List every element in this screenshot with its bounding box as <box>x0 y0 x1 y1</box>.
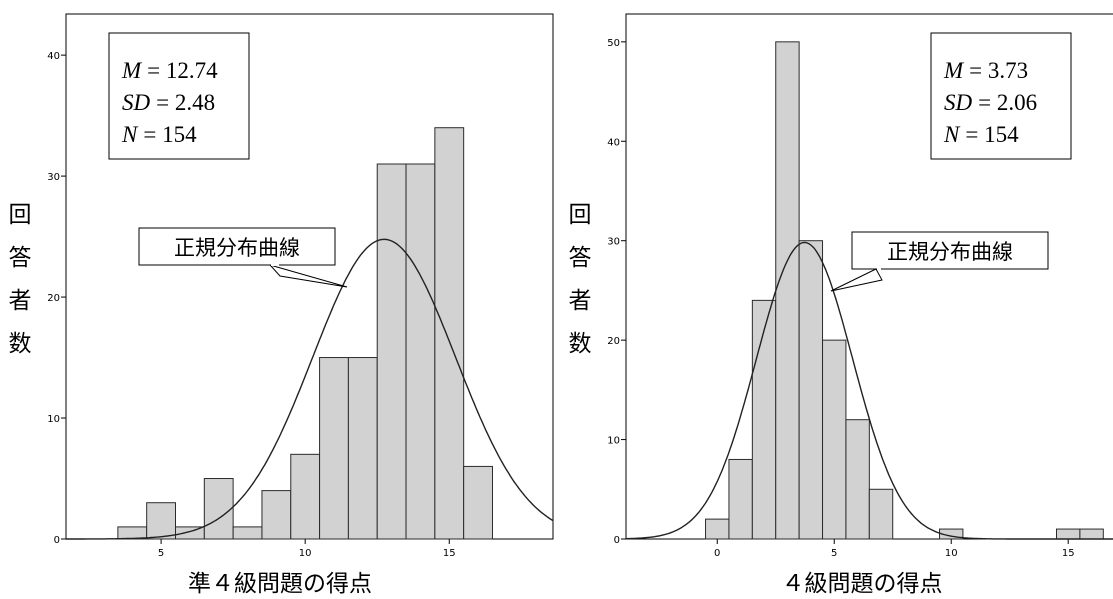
histogram-bar <box>845 419 870 540</box>
stat-value: = 154 <box>965 122 1019 147</box>
y-axis-label-char: 数 <box>9 331 32 357</box>
x-tick-label: 5 <box>158 548 164 559</box>
y-axis-label-char: 回 <box>9 202 32 228</box>
histogram-bar <box>705 518 730 540</box>
stat-value: = 154 <box>143 122 197 147</box>
histogram-bar <box>775 41 800 540</box>
histogram-bar <box>798 240 824 540</box>
stat-line: N = 154 <box>943 122 1019 147</box>
stat-value: = 3.73 <box>969 58 1028 83</box>
stat-symbol: M <box>121 58 143 83</box>
stat-line: N = 154 <box>121 122 197 147</box>
normal-distribution-curve <box>66 238 554 540</box>
histogram-bar <box>117 526 148 540</box>
callout-box <box>138 227 336 266</box>
histogram-bar <box>868 488 894 540</box>
y-tick-label: 10 <box>607 436 620 447</box>
y-axis-label-char: 者 <box>569 288 592 314</box>
histogram-bar <box>751 299 777 540</box>
y-tick-label: 20 <box>47 293 60 304</box>
stat-value: = 12.74 <box>147 58 218 83</box>
callout-pointer <box>830 268 883 292</box>
stat-value: = 2.48 <box>156 90 215 115</box>
x-axis-label: 準４級問題の得点 <box>188 571 372 597</box>
stat-line: M = 3.73 <box>943 58 1028 83</box>
x-tick-label: 0 <box>714 548 720 559</box>
x-tick-label: 10 <box>299 548 312 559</box>
histogram-bar <box>1056 528 1081 540</box>
x-tick-label: 5 <box>831 548 837 559</box>
stat-line: SD = 2.06 <box>944 90 1037 115</box>
y-axis-label-char: 答 <box>9 245 32 271</box>
histogram-bar <box>146 502 177 540</box>
histogram-bar <box>434 127 465 540</box>
stat-value: = 2.06 <box>978 90 1037 115</box>
histogram-bar <box>232 526 263 540</box>
y-axis-label-char: 回 <box>569 202 592 228</box>
histogram-bar <box>290 453 321 540</box>
stats-box <box>930 32 1072 160</box>
histogram-bar <box>728 458 753 540</box>
stat-symbol: N <box>121 122 139 147</box>
callout-box <box>851 231 1049 270</box>
histogram-bar <box>261 490 292 540</box>
y-tick-label: 20 <box>607 336 620 347</box>
histogram-bar <box>822 339 847 540</box>
stats-box <box>108 32 250 160</box>
x-axis-label: ４級問題の得点 <box>782 571 943 597</box>
y-axis-label-char: 答 <box>569 245 592 271</box>
histogram-bar <box>347 357 378 540</box>
y-tick-label: 30 <box>47 172 60 183</box>
y-axis-label-char: 数 <box>569 331 592 357</box>
normal-distribution-curve <box>625 241 1113 540</box>
x-tick-label: 15 <box>443 548 456 559</box>
y-axis-label-char: 者 <box>9 288 32 314</box>
y-tick-label: 0 <box>614 535 620 546</box>
normal-curve-label: 正規分布曲線 <box>887 240 1013 264</box>
stat-symbol: N <box>943 122 961 147</box>
callout-pointer <box>268 264 348 288</box>
stat-symbol: SD <box>944 90 973 115</box>
y-tick-label: 30 <box>607 237 620 248</box>
stat-symbol: M <box>943 58 965 83</box>
chart-panel-left: 0 10 20 30 40 5 10 15 M = 12.74 SD = 2.48 N = 154 正規分布… <box>9 13 554 597</box>
y-tick-label: 0 <box>54 535 60 546</box>
stat-line: M = 12.74 <box>121 58 218 83</box>
histogram-bar <box>463 465 493 540</box>
y-tick-label: 50 <box>607 38 620 49</box>
y-tick-label: 40 <box>47 51 60 62</box>
histogram-bar <box>376 163 407 540</box>
y-tick-label: 40 <box>607 137 620 148</box>
histogram-bar <box>203 478 234 540</box>
histogram-bar <box>319 357 349 540</box>
chart-panel-right: 0 10 20 30 40 50 0 5 10 15 M = 3.73 SD = 2.06 N = 154 正規… <box>569 13 1113 597</box>
histogram-bar <box>405 163 436 540</box>
stat-line: SD = 2.48 <box>122 90 215 115</box>
normal-curve-label: 正規分布曲線 <box>174 236 300 260</box>
x-tick-label: 10 <box>945 548 958 559</box>
histogram-bar <box>1079 528 1104 540</box>
y-tick-label: 10 <box>47 414 60 425</box>
x-tick-label: 15 <box>1062 548 1075 559</box>
stat-symbol: SD <box>122 90 151 115</box>
